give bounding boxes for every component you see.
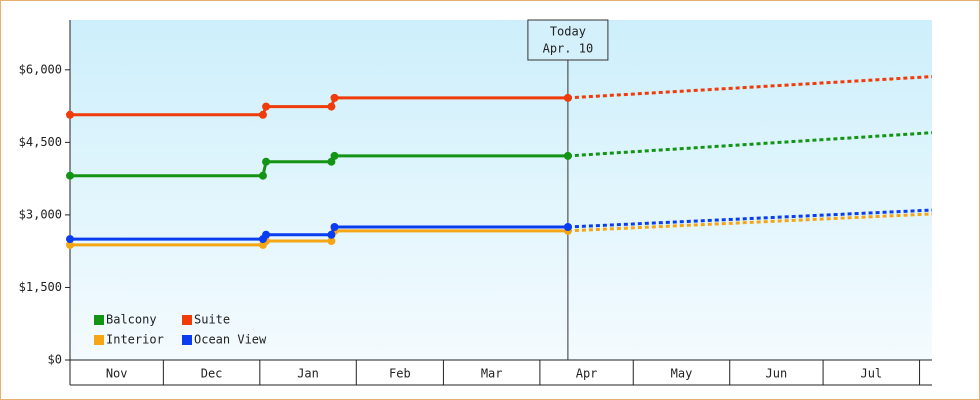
legend-swatch — [182, 315, 192, 325]
point — [327, 102, 336, 111]
legend-label: Balcony — [106, 313, 157, 327]
point — [66, 240, 74, 249]
point — [66, 110, 74, 119]
series-line — [70, 229, 568, 247]
today-label: Today — [550, 25, 586, 39]
y-tick-label: $3,000 — [19, 207, 62, 221]
y-tick-label: $6,000 — [19, 62, 62, 76]
point — [262, 102, 271, 111]
x-tick-label: May — [671, 367, 693, 381]
legend-label: Ocean View — [194, 333, 267, 347]
y-tick-label: $0 — [48, 353, 62, 367]
legend-swatch — [94, 335, 104, 345]
point — [262, 157, 271, 166]
point — [330, 93, 339, 102]
x-tick-label: Jan — [297, 367, 319, 381]
legend-label: Suite — [194, 313, 230, 327]
series-line — [70, 154, 568, 178]
series-projection — [567, 208, 933, 229]
x-tick-label: Jul — [860, 367, 882, 381]
series-line — [70, 225, 568, 241]
legend-label: Interior — [106, 333, 164, 347]
point — [262, 230, 271, 239]
point — [258, 171, 267, 180]
point — [66, 171, 74, 180]
point — [563, 222, 572, 231]
plot-area — [70, 20, 932, 360]
series-projection — [567, 131, 933, 158]
point — [563, 151, 572, 160]
x-tick-label: Apr — [576, 367, 598, 381]
x-tick-label: Mar — [481, 367, 503, 381]
x-tick-label: Dec — [201, 367, 223, 381]
point — [563, 93, 572, 102]
legend-swatch — [182, 335, 192, 345]
x-tick-label: Jun — [766, 367, 788, 381]
series-projection — [567, 212, 933, 233]
point — [258, 110, 267, 119]
point — [330, 222, 339, 231]
point — [330, 151, 339, 160]
y-tick-label: $1,500 — [19, 280, 62, 294]
y-tick-label: $4,500 — [19, 135, 62, 149]
series-projection — [567, 75, 933, 100]
today-date: Apr. 10 — [543, 42, 594, 56]
series-line — [70, 96, 568, 117]
point — [327, 230, 336, 239]
point — [66, 235, 74, 244]
x-tick-label: Feb — [389, 367, 411, 381]
today-box — [527, 19, 609, 61]
x-tick-label: Nov — [106, 367, 128, 381]
point — [327, 237, 336, 246]
legend-swatch — [94, 315, 104, 325]
